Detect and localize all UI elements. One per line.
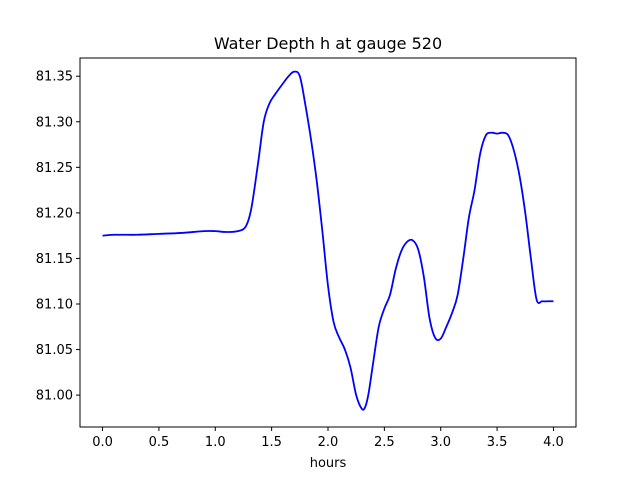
x-tick-label: 1.0 (205, 435, 226, 450)
y-tick-label: 81.00 (36, 389, 73, 404)
y-tick-label: 81.35 (36, 70, 73, 85)
x-tick-label: 3.5 (487, 435, 508, 450)
y-tick-label: 81.05 (36, 343, 73, 358)
x-tick-label: 4.0 (543, 435, 564, 450)
series-layer (102, 70, 554, 411)
plot-area-frame (79, 57, 577, 428)
x-tick-label: 2.5 (374, 435, 395, 450)
y-tick-label: 81.15 (36, 252, 73, 267)
y-tick-label: 81.20 (36, 206, 73, 221)
y-tick-label: 81.25 (36, 161, 73, 176)
x-tick-label: 2.0 (318, 435, 339, 450)
x-tick-label: 1.5 (261, 435, 282, 450)
y-tick-label: 81.10 (36, 298, 73, 313)
x-tick-label: 0.0 (92, 435, 113, 450)
x-tick-label: 0.5 (149, 435, 170, 450)
y-tick-label: 81.30 (36, 115, 73, 130)
x-axis-ticks: 0.0 0.5 1.0 1.5 2.0 2.5 3.0 3.5 4.0 (92, 427, 564, 450)
y-axis-ticks: 81.00 81.05 81.10 81.15 81.20 81.25 81.30 81.35 (36, 70, 80, 404)
x-tick-label: 3.0 (430, 435, 451, 450)
x-axis-label: hours (310, 456, 347, 471)
chart-title: Water Depth h at gauge 520 (214, 34, 442, 53)
series-line-0 (102, 70, 554, 411)
